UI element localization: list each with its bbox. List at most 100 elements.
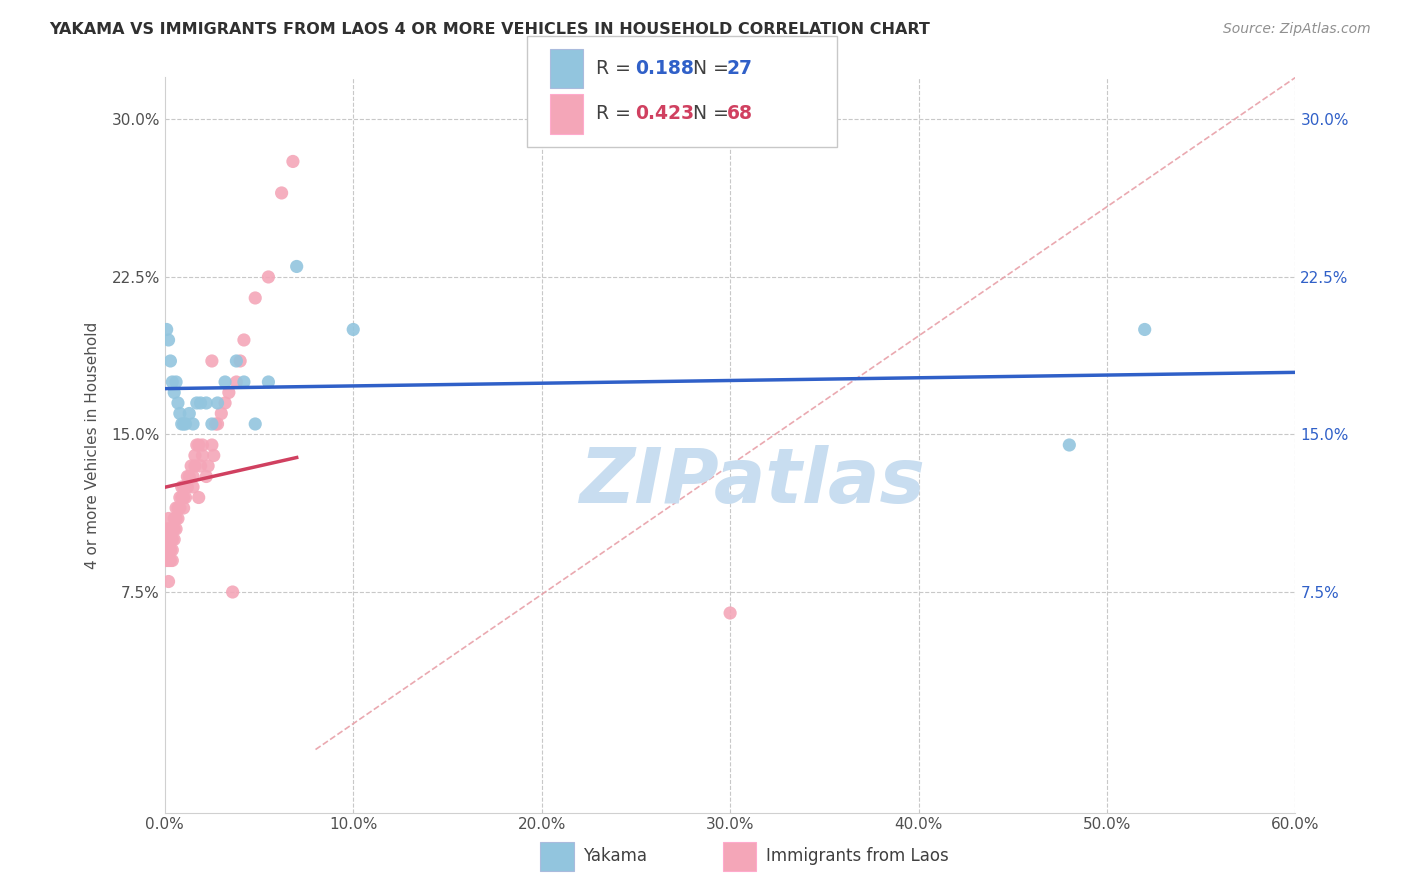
Point [159, 553, 181, 567]
Text: 0.423: 0.423 [636, 104, 695, 123]
Point [214, 375, 236, 389]
Point [165, 375, 187, 389]
Point [186, 438, 208, 452]
Point [157, 543, 180, 558]
Point [201, 417, 224, 431]
Point [201, 438, 224, 452]
Point [245, 291, 267, 305]
Point [156, 522, 179, 536]
Point [184, 458, 207, 473]
Point [190, 458, 212, 473]
Point [186, 396, 208, 410]
Point [184, 449, 207, 463]
Point [159, 543, 181, 558]
Point [221, 585, 243, 599]
Point [162, 543, 184, 558]
Point [159, 533, 181, 547]
Point [162, 522, 184, 536]
Point [207, 396, 229, 410]
Point [191, 438, 214, 452]
Text: ZIPatlas: ZIPatlas [579, 445, 925, 519]
Point [159, 543, 181, 558]
Point [257, 270, 280, 285]
Point [245, 417, 267, 431]
Text: Immigrants from Laos: Immigrants from Laos [766, 847, 949, 865]
Point [285, 260, 308, 274]
Point [165, 522, 187, 536]
Point [270, 186, 292, 200]
Point [201, 354, 224, 368]
Point [181, 469, 204, 483]
Point [157, 511, 180, 525]
Point [176, 469, 198, 483]
Point [169, 501, 191, 516]
Point [187, 438, 209, 452]
Point [173, 491, 195, 505]
Point [159, 354, 181, 368]
Point [181, 480, 204, 494]
Point [204, 417, 226, 431]
Point [718, 606, 741, 620]
Text: 0.188: 0.188 [636, 60, 695, 78]
Text: N =: N = [681, 60, 734, 78]
Point [179, 407, 201, 421]
Point [232, 375, 254, 389]
Point [174, 491, 197, 505]
Point [156, 322, 179, 336]
Point [169, 407, 191, 421]
Point [162, 533, 184, 547]
Point [218, 385, 240, 400]
Point [156, 533, 179, 547]
Point [1133, 322, 1156, 336]
Point [195, 396, 218, 410]
Point [156, 543, 179, 558]
Point [195, 469, 218, 483]
Point [162, 375, 184, 389]
Point [1059, 438, 1081, 452]
Point [162, 553, 184, 567]
Point [176, 480, 198, 494]
Point [225, 375, 247, 389]
Point [157, 333, 180, 347]
Point [156, 543, 179, 558]
Text: 68: 68 [727, 104, 752, 123]
Point [165, 511, 187, 525]
Point [163, 533, 186, 547]
Point [209, 407, 232, 421]
Point [281, 154, 304, 169]
Text: Source: ZipAtlas.com: Source: ZipAtlas.com [1223, 22, 1371, 37]
Point [157, 533, 180, 547]
Text: R =: R = [596, 104, 637, 123]
Point [157, 553, 180, 567]
Point [165, 501, 187, 516]
Point [190, 396, 212, 410]
Text: 27: 27 [727, 60, 752, 78]
Point [174, 417, 197, 431]
Point [170, 491, 193, 505]
Point [167, 396, 190, 410]
Y-axis label: 4 or more Vehicles in Household: 4 or more Vehicles in Household [86, 321, 100, 568]
Point [170, 417, 193, 431]
Text: N =: N = [681, 104, 734, 123]
Point [163, 522, 186, 536]
Text: YAKAMA VS IMMIGRANTS FROM LAOS 4 OR MORE VEHICLES IN HOUSEHOLD CORRELATION CHART: YAKAMA VS IMMIGRANTS FROM LAOS 4 OR MORE… [49, 22, 931, 37]
Point [257, 375, 280, 389]
Point [173, 501, 195, 516]
Point [207, 417, 229, 431]
Point [180, 458, 202, 473]
Point [187, 491, 209, 505]
Point [191, 449, 214, 463]
Point [232, 333, 254, 347]
Point [169, 491, 191, 505]
Point [157, 522, 180, 536]
Point [167, 501, 190, 516]
Point [179, 469, 201, 483]
Point [157, 574, 180, 589]
Point [181, 417, 204, 431]
Point [214, 396, 236, 410]
Point [170, 480, 193, 494]
Text: Yakama: Yakama [583, 847, 648, 865]
Point [156, 553, 179, 567]
Point [163, 385, 186, 400]
Point [225, 354, 247, 368]
